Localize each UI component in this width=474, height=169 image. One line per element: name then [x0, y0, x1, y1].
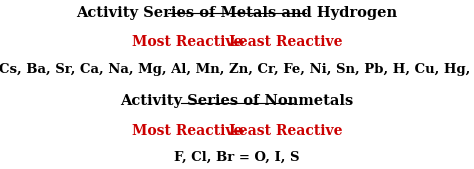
Text: Least Reactive: Least Reactive [229, 124, 342, 138]
Text: Least Reactive: Least Reactive [229, 35, 342, 49]
Text: F, Cl, Br = O, I, S: F, Cl, Br = O, I, S [174, 151, 300, 164]
Text: Activity Series of Nonmetals: Activity Series of Nonmetals [120, 94, 354, 108]
Text: →: → [230, 35, 244, 52]
Text: Activity Series of Metals and Hydrogen: Activity Series of Metals and Hydrogen [76, 6, 398, 20]
Text: Most Reactive: Most Reactive [132, 35, 242, 49]
Text: Most Reactive: Most Reactive [132, 124, 242, 138]
Text: →: → [230, 124, 244, 141]
Text: Li, Rb, K, Cs, Ba, Sr, Ca, Na, Mg, Al, Mn, Zn, Cr, Fe, Ni, Sn, Pb, H, Cu, Hg, Ag: Li, Rb, K, Cs, Ba, Sr, Ca, Na, Mg, Al, M… [0, 63, 474, 76]
